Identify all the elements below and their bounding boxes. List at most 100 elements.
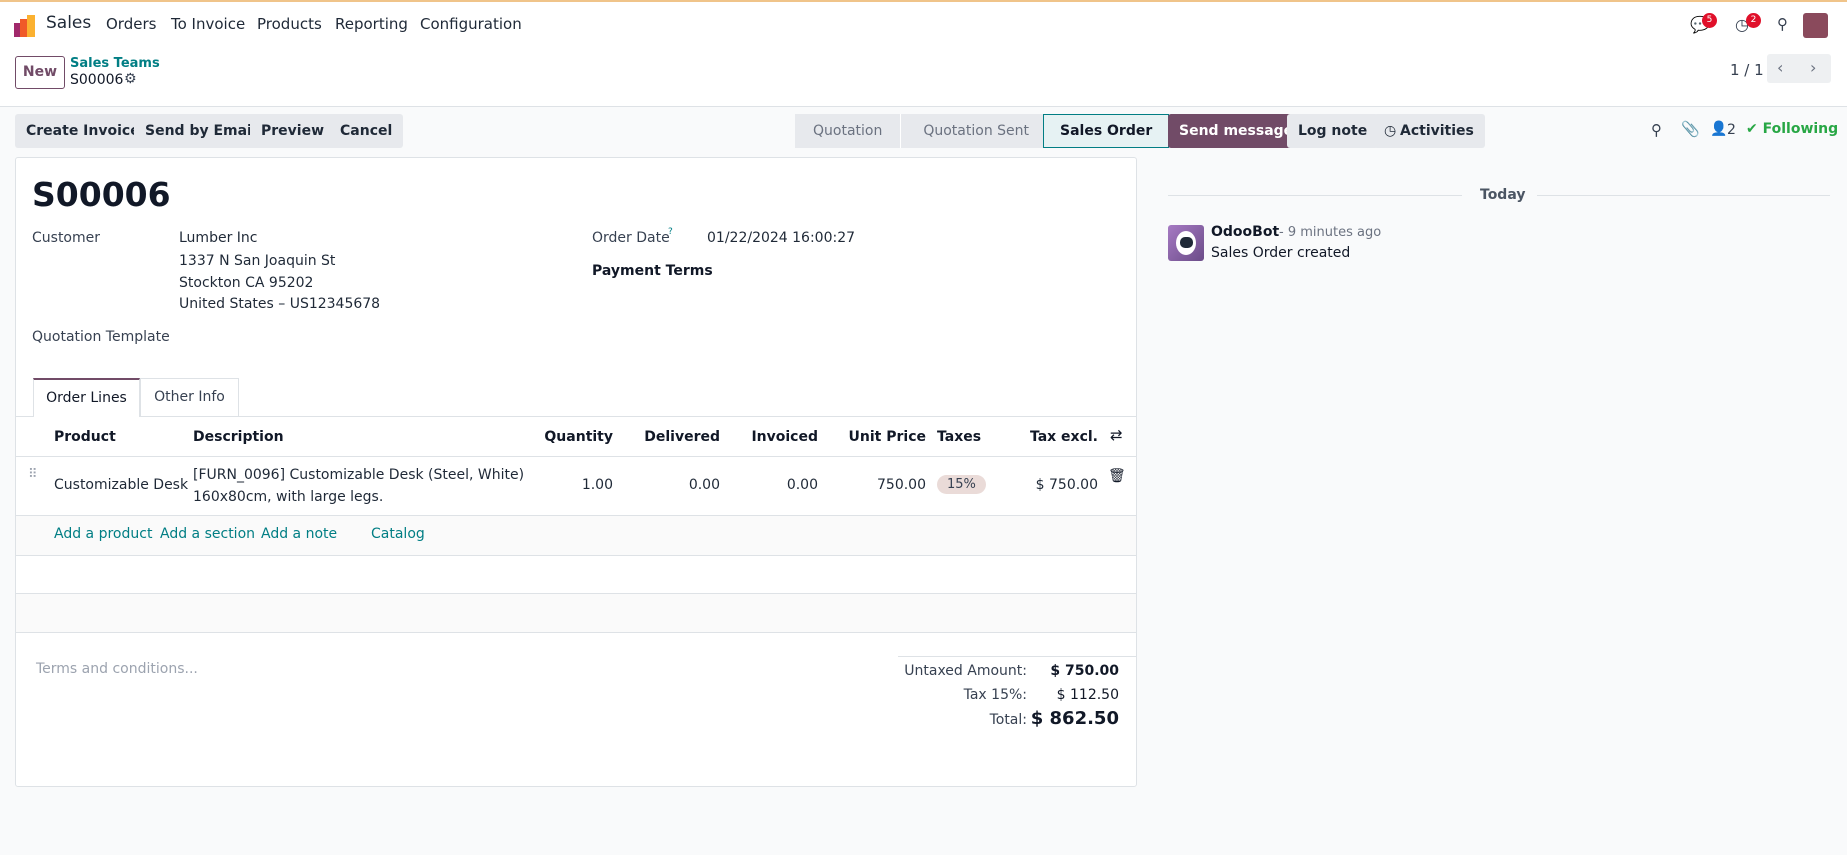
create-invoice-button[interactable]: Create Invoice <box>15 114 151 148</box>
menu-reporting[interactable]: Reporting <box>335 15 408 33</box>
order-title: S00006 <box>32 175 171 214</box>
row-tax-excl: $ 750.00 <box>1035 477 1098 493</box>
address-line: United States – US12345678 <box>179 296 381 312</box>
row-delivered[interactable]: 0.00 <box>688 477 720 493</box>
row-description[interactable]: [FURN_0096] Customizable Desk (Steel, Wh… <box>193 467 525 483</box>
total-label: Total: <box>989 712 1027 728</box>
divider <box>1168 195 1462 196</box>
divider <box>16 593 1136 594</box>
row-invoiced[interactable]: 0.00 <box>786 477 818 493</box>
add-section-link[interactable]: Add a section <box>160 526 256 542</box>
new-button[interactable]: New <box>15 56 65 89</box>
message-time: - 9 minutes ago <box>1279 225 1382 240</box>
add-line-row <box>16 516 1136 555</box>
following-button[interactable]: ✔ Following <box>1746 121 1838 137</box>
messages-badge: 5 <box>1702 13 1717 28</box>
pager-buttons: ‹ › <box>1767 54 1831 83</box>
add-product-link[interactable]: Add a product <box>54 526 153 542</box>
terms-input[interactable]: Terms and conditions... <box>36 661 198 677</box>
form-sheet <box>15 157 1137 787</box>
activities-label: Activities <box>1400 123 1474 139</box>
row-unit-price[interactable]: 750.00 <box>877 477 926 493</box>
gear-icon[interactable]: ⚙ <box>124 71 137 87</box>
total-value: $ 862.50 <box>1030 708 1119 729</box>
menu-configuration[interactable]: Configuration <box>420 15 522 33</box>
followers-icon[interactable]: 👤 <box>1710 121 1728 137</box>
col-taxes[interactable]: Taxes <box>937 429 982 445</box>
preview-button[interactable]: Preview <box>250 114 336 148</box>
divider <box>16 456 1136 457</box>
divider <box>16 632 1136 633</box>
clock-icon: ◷ <box>1384 123 1397 139</box>
tab-other-info[interactable]: Other Info <box>140 378 239 416</box>
activities-badge: 2 <box>1746 13 1761 28</box>
stage-quotation[interactable]: Quotation <box>795 114 901 148</box>
search-icon[interactable]: ⚲ <box>1777 15 1788 33</box>
tax-label: Tax 15%: <box>963 687 1027 703</box>
following-label: Following <box>1762 121 1839 137</box>
address-line: 1337 N San Joaquin St <box>179 253 336 269</box>
address-line: Stockton CA 95202 <box>179 275 314 291</box>
divider <box>16 555 1136 556</box>
breadcrumb-current: S00006 <box>70 72 124 88</box>
tab-order-lines[interactable]: Order Lines <box>33 378 140 417</box>
col-product[interactable]: Product <box>54 429 116 445</box>
avatar[interactable] <box>1803 13 1828 38</box>
help-icon[interactable]: ? <box>668 227 673 237</box>
totals-divider <box>898 656 1136 657</box>
cancel-button[interactable]: Cancel <box>329 114 404 148</box>
clock-icon[interactable]: ◷ <box>1735 15 1749 34</box>
divider <box>1537 195 1830 196</box>
row-quantity[interactable]: 1.00 <box>581 477 613 493</box>
send-by-email-button[interactable]: Send by Email <box>134 114 268 148</box>
catalog-link[interactable]: Catalog <box>371 526 425 542</box>
untaxed-label: Untaxed Amount: <box>904 663 1027 679</box>
app-name[interactable]: Sales <box>46 13 92 33</box>
paperclip-icon[interactable]: 📎 <box>1681 120 1700 138</box>
drag-handle-icon[interactable]: ⠿ <box>28 467 38 482</box>
col-tax-excl[interactable]: Tax excl. <box>1029 429 1098 445</box>
chevron-right-icon[interactable]: › <box>1810 58 1817 77</box>
stage-sales-order[interactable]: Sales Order <box>1043 114 1170 148</box>
chevron-left-icon[interactable]: ‹ <box>1777 58 1784 77</box>
quotation-template-label: Quotation Template <box>32 329 170 345</box>
column-settings-icon[interactable]: ⇄ <box>1110 426 1123 444</box>
row-description-2[interactable]: 160x80cm, with large legs. <box>193 489 384 505</box>
tax-value: $ 112.50 <box>1056 687 1119 703</box>
check-icon: ✔ <box>1746 121 1763 137</box>
divider <box>16 515 1136 516</box>
breadcrumb-sales-teams[interactable]: Sales Teams <box>70 56 160 71</box>
untaxed-value: $ 750.00 <box>1050 663 1119 679</box>
menu-orders[interactable]: Orders <box>106 15 157 33</box>
row-product[interactable]: Customizable Desk <box>54 477 189 493</box>
send-message-button[interactable]: Send message <box>1168 114 1305 148</box>
col-invoiced[interactable]: Invoiced <box>751 429 818 445</box>
sales-app-icon[interactable] <box>14 15 36 37</box>
tax-badge[interactable]: 15% <box>937 475 986 494</box>
odoobot-avatar[interactable] <box>1168 225 1204 261</box>
order-date-value[interactable]: 01/22/2024 16:00:27 <box>707 230 856 246</box>
followers-count[interactable]: 2 <box>1727 122 1736 138</box>
col-unit-price[interactable]: Unit Price <box>848 429 926 445</box>
message-body: Sales Order created <box>1211 245 1351 261</box>
navbar: Sales Orders To Invoice Products Reporti… <box>0 0 1847 45</box>
log-note-button[interactable]: Log note <box>1287 114 1379 148</box>
activities-button[interactable]: ◷ Activities <box>1374 114 1485 148</box>
trash-icon[interactable]: 🗑 <box>1108 468 1126 484</box>
menu-products[interactable]: Products <box>257 15 322 33</box>
message-author[interactable]: OdooBot <box>1211 224 1280 240</box>
col-description[interactable]: Description <box>193 429 284 445</box>
status-bar: Quotation Quotation Sent Sales Order <box>795 114 1170 148</box>
col-quantity[interactable]: Quantity <box>544 429 613 445</box>
control-panel: New Sales Teams S00006 ⚙ 1 / 1 ‹ › <box>0 45 1847 107</box>
stage-quotation-sent[interactable]: Quotation Sent <box>900 114 1043 148</box>
customer-label: Customer <box>32 230 101 246</box>
menu-to-invoice[interactable]: To Invoice <box>171 15 246 33</box>
payment-terms-label: Payment Terms <box>592 263 713 279</box>
col-delivered[interactable]: Delivered <box>644 429 720 445</box>
search-icon[interactable]: ⚲ <box>1651 121 1662 139</box>
customer-link[interactable]: Lumber Inc <box>179 230 258 246</box>
date-separator: Today <box>1480 187 1526 203</box>
pager-value[interactable]: 1 / 1 <box>1730 61 1764 79</box>
add-note-link[interactable]: Add a note <box>261 526 338 542</box>
